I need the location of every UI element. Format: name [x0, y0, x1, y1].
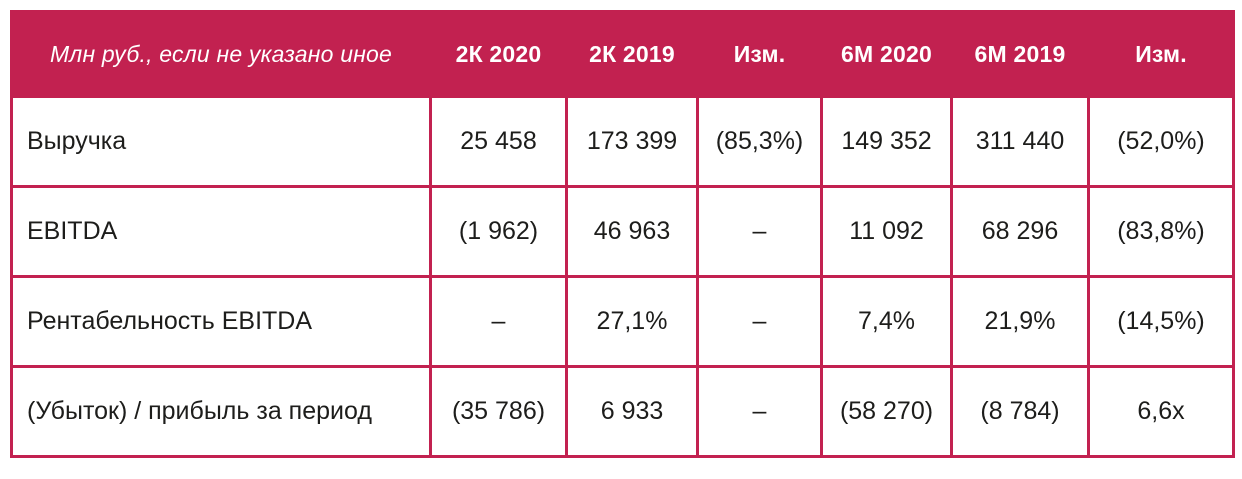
value-cell: –: [696, 365, 823, 458]
table-body: Выручка 25 458 173 399 (85,3%) 149 352 3…: [10, 95, 1235, 458]
value-cell: (35 786): [429, 365, 568, 458]
header-col-change-q: Изм.: [696, 10, 823, 98]
table-row-ebitda: EBITDA (1 962) 46 963 – 11 092 68 296 (8…: [10, 185, 1235, 278]
value-cell: 6,6x: [1087, 365, 1235, 458]
table-row-profit-loss: (Убыток) / прибыль за период (35 786) 6 …: [10, 365, 1235, 458]
value-cell: –: [429, 275, 568, 368]
header-col-6m2019: 6М 2019: [950, 10, 1090, 98]
header-col-6m2020: 6М 2020: [820, 10, 953, 98]
header-col-2k2020: 2К 2020: [429, 10, 568, 98]
value-cell: –: [696, 185, 823, 278]
table-row-revenue: Выручка 25 458 173 399 (85,3%) 149 352 3…: [10, 95, 1235, 188]
value-cell: (1 962): [429, 185, 568, 278]
value-cell: 21,9%: [950, 275, 1090, 368]
value-cell: (14,5%): [1087, 275, 1235, 368]
value-cell: 27,1%: [565, 275, 699, 368]
value-cell: 311 440: [950, 95, 1090, 188]
header-unit-label: Млн руб., если не указано иное: [10, 10, 432, 98]
financial-results-table: Млн руб., если не указано иное 2К 2020 2…: [10, 10, 1235, 458]
metric-label: EBITDA: [10, 185, 432, 278]
value-cell: (58 270): [820, 365, 953, 458]
value-cell: (52,0%): [1087, 95, 1235, 188]
value-cell: 173 399: [565, 95, 699, 188]
value-cell: 25 458: [429, 95, 568, 188]
table-row-ebitda-margin: Рентабельность EBITDA – 27,1% – 7,4% 21,…: [10, 275, 1235, 368]
value-cell: 46 963: [565, 185, 699, 278]
table-header: Млн руб., если не указано иное 2К 2020 2…: [10, 10, 1235, 98]
metric-label: (Убыток) / прибыль за период: [10, 365, 432, 458]
metric-label: Выручка: [10, 95, 432, 188]
value-cell: (85,3%): [696, 95, 823, 188]
value-cell: 68 296: [950, 185, 1090, 278]
value-cell: 149 352: [820, 95, 953, 188]
header-col-change-h: Изм.: [1087, 10, 1235, 98]
header-col-2k2019: 2К 2019: [565, 10, 699, 98]
value-cell: 6 933: [565, 365, 699, 458]
header-row: Млн руб., если не указано иное 2К 2020 2…: [10, 10, 1235, 98]
value-cell: (83,8%): [1087, 185, 1235, 278]
metric-label: Рентабельность EBITDA: [10, 275, 432, 368]
value-cell: (8 784): [950, 365, 1090, 458]
value-cell: 7,4%: [820, 275, 953, 368]
value-cell: –: [696, 275, 823, 368]
value-cell: 11 092: [820, 185, 953, 278]
